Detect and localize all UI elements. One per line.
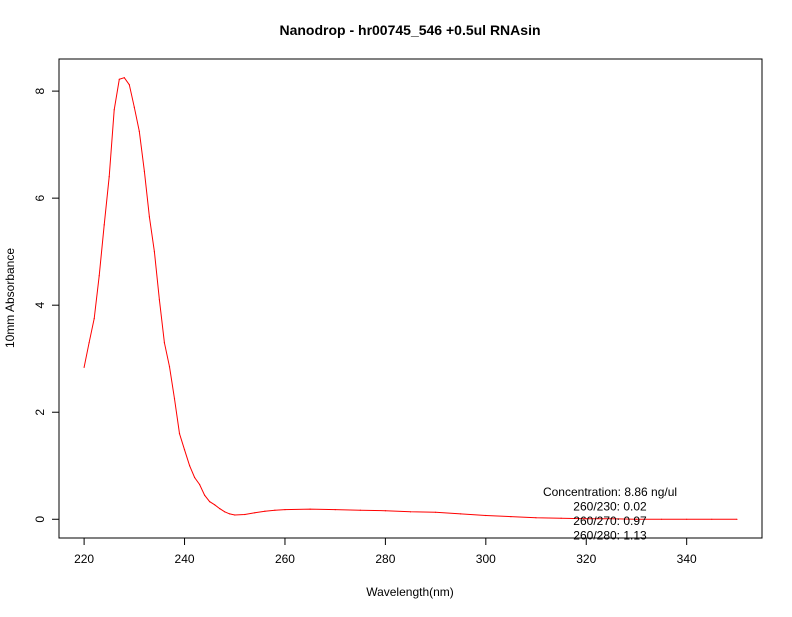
y-axis-label: 10mm Absorbance — [3, 248, 17, 348]
x-tick-label: 320 — [576, 552, 596, 566]
x-tick-label: 220 — [74, 552, 94, 566]
x-tick-label: 240 — [175, 552, 195, 566]
series-point — [686, 518, 688, 520]
series-point — [138, 130, 140, 132]
series-point — [108, 176, 110, 178]
series-point — [118, 78, 120, 80]
series-point — [244, 513, 246, 516]
series-point — [199, 483, 201, 486]
series-point — [736, 518, 738, 520]
annotation-line: Concentration: 8.86 ng/ul — [543, 485, 677, 499]
series-point — [163, 342, 165, 344]
series-point — [83, 366, 85, 368]
series-point — [173, 398, 176, 400]
x-axis: 220 240 260 280 300 320 340 — [74, 537, 697, 566]
series-point — [359, 509, 361, 511]
series-point — [460, 513, 462, 515]
series-point — [123, 77, 125, 79]
y-tick-label: 4 — [33, 302, 47, 309]
x-tick-label: 300 — [476, 552, 496, 566]
series-point — [153, 251, 155, 253]
series-point — [189, 465, 191, 467]
series-point — [143, 170, 145, 172]
series-point — [88, 342, 90, 344]
series-point — [635, 518, 638, 520]
series-point — [274, 509, 276, 511]
series-point — [264, 510, 266, 512]
x-tick-label: 260 — [275, 552, 295, 566]
y-tick-label: 8 — [33, 87, 47, 94]
series-point — [254, 512, 256, 514]
series-point — [485, 514, 487, 517]
y-tick-label: 0 — [33, 516, 47, 523]
series-point — [113, 109, 115, 111]
x-tick-label: 280 — [375, 552, 395, 566]
series-point — [204, 494, 206, 496]
series-point — [168, 366, 171, 368]
series-point — [183, 449, 186, 451]
series-point — [585, 518, 587, 520]
series-point — [229, 513, 231, 515]
series-point — [510, 516, 512, 518]
series-point — [610, 518, 613, 520]
series-points — [83, 77, 738, 520]
series-point — [93, 318, 95, 320]
x-tick-label: 340 — [677, 552, 697, 566]
series-point — [158, 299, 160, 301]
series-point — [435, 511, 437, 513]
annotation-line: 260/280: 1.13 — [573, 529, 647, 543]
series-point — [234, 514, 236, 516]
series-point — [214, 504, 216, 506]
series-point — [661, 518, 663, 520]
y-tick-label: 6 — [33, 194, 47, 201]
y-axis: 0 2 4 6 8 — [33, 87, 60, 523]
series-point — [224, 511, 226, 513]
series-point — [711, 518, 713, 520]
series-point — [178, 433, 181, 435]
series-point — [148, 216, 150, 218]
series-point — [128, 84, 130, 86]
series-point — [219, 508, 221, 510]
absorbance-series-line — [83, 77, 737, 520]
chart-title: Nanodrop - hr00745_546 +0.5ul RNAsin — [279, 22, 540, 38]
x-axis-label: Wavelength(nm) — [366, 585, 454, 599]
series-point — [103, 224, 105, 226]
series-point — [384, 510, 386, 512]
series-point — [133, 106, 135, 108]
series-point — [334, 509, 336, 511]
annotation-line: 260/230: 0.02 — [573, 500, 647, 514]
series-point — [409, 511, 412, 513]
y-tick-label: 2 — [33, 409, 47, 416]
annotation-line: 260/270: 0.97 — [573, 514, 647, 528]
series-point — [309, 508, 311, 510]
series-point — [209, 501, 211, 503]
series-point — [560, 517, 562, 519]
series-point — [98, 275, 100, 277]
series-point — [535, 517, 537, 519]
series-point — [284, 509, 286, 511]
series-point — [194, 476, 196, 479]
